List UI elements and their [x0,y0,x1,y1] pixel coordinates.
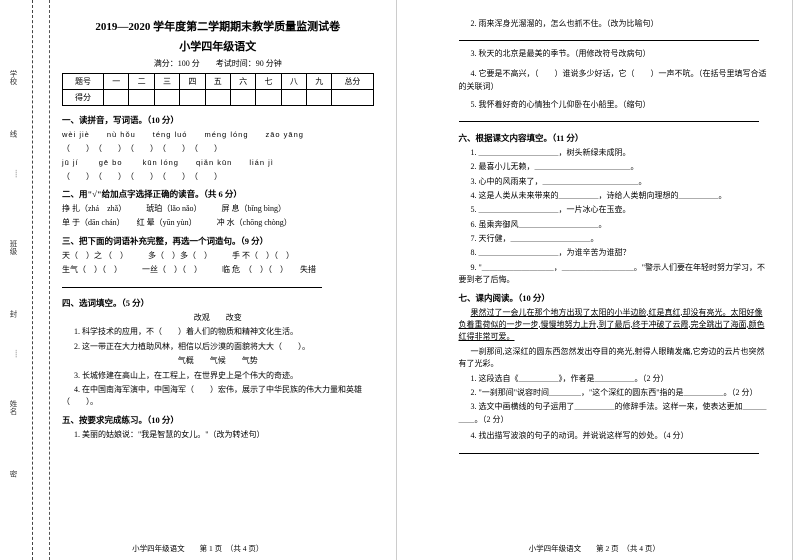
s7-q4: 4. 找出描写波浪的句子的动词。并说说这样写的妙处。（4 分） [459,430,771,442]
section-5-title: 五、按要求完成练习。（10 分） [62,414,374,426]
s4-l2: 2. 这一带正在大力植助风林，相信以后沙漠的面貌将大大（ ）。 [62,341,374,353]
s6-l5: 5. ＿＿＿＿＿＿＿＿＿＿，一片冰心在玉壶。 [459,204,771,216]
s7-q3: 3. 选文中画横线的句子运用了＿＿＿＿＿的修辞手法。这样一来，使表达更加＿＿＿＿… [459,401,771,426]
bind-feng: 封 [8,310,19,318]
binding-margin: 学校 线 ┊ 班级 封 ┊ 姓名 密 [0,0,50,560]
s4-pair1: 改观 改变 [62,312,374,324]
page-left: 学校 线 ┊ 班级 封 ┊ 姓名 密 2019—2020 学年度第二学期期末教学… [0,0,397,560]
s6-l3: 3. 心中的风雨来了，＿＿＿＿＿＿＿＿＿＿＿＿。 [459,176,771,188]
p2-l2: 2. 雨来浑身光溜溜的，怎么也抓不住。（改为比喻句） [459,18,771,30]
section-4-title: 四、选词填空。（5 分） [62,297,374,309]
section-3-title: 三、把下面的词语补充完整，再选一个词造句。（9 分） [62,235,374,247]
score-table: 题号 一 二 三 四 五 六 七 八 九 总分 得分 [62,73,374,106]
s3-line1: 天（ ）之 （ ） 多（ ）多（ ） 手 不（ ）（ ） [62,250,374,262]
s7-passage1: 果然过了一会儿在那个地方出现了太阳的小半边脸,红是真红,却没有亮光。太阳好像负着… [459,307,771,343]
s7-q1: 1. 这段选自《＿＿＿＿＿》，作者是＿＿＿＿＿。（2 分） [459,373,771,385]
pinyin-row-1: wèi jiè nù hǒu téng luó méng lóng zāo yā… [62,129,374,141]
s6-l2: 2. 最喜小儿无赖，＿＿＿＿＿＿＿＿＿＿＿＿。 [459,161,771,173]
s3-line2: 生气（ ）（ ） 一丝（ ）（ ） 临 危 （ ）（ ） 失措 [62,264,374,276]
s7-q2: 2. "一刹那间"说容时间＿＿＿＿，"这个深红的圆东西"指的是＿＿＿＿＿。（2 … [459,387,771,399]
section-6-title: 六、根据课文内容填空。（11 分） [459,132,771,144]
s6-l1: 1. ＿＿＿＿＿＿＿＿＿＿，树头新绿未成阴。 [459,147,771,159]
bind-mi: 密 [8,470,19,478]
bind-class: 班级 [8,240,19,255]
s4-l1: 1. 科学技术的应用，不（ ）着人们的物质和精神文化生活。 [62,326,374,338]
p2-l5: 5. 我怀着好奇的心情独个儿仰卧在小船里。（缩句） [459,99,771,111]
bind-name: 姓名 [8,400,19,415]
s6-l4: 4. 这是人类从未来带来的＿＿＿＿＿，诗给人类朝向理想的＿＿＿＿＿。 [459,190,771,202]
s6-l8: 8. ＿＿＿＿＿＿＿＿＿＿，为谁辛苦为谁甜？ [459,247,771,259]
s2-line2: 单 于（dān chán） 红 晕（yūn yùn） 冲 水（chōng chò… [62,217,374,229]
exam-meta: 满分：100 分 考试时间：90 分钟 [62,58,374,69]
s6-l7: 7. 天行健，＿＿＿＿＿＿＿＿＿＿。 [459,233,771,245]
s2-line1: 挣 扎（zhá zhǎ） 琥珀（lǎo nǎo） 屏 息（bǐng bìng） [62,203,374,215]
p2-l4: 4. 它要是不高兴，（ ）谁说多少好话，它（ ）一声不吭。（在括号里填写合适的关… [459,68,771,93]
pinyin-row-2: jū jí gē bo kūn lóng qiǎn kūn lián jì [62,157,374,169]
blank-row-1: （ ） （ ） （ ） （ ） （ ） [62,143,374,155]
footer-page1: 小学四年级语文 第 1 页 （共 4 页） [0,543,396,554]
p2-l3: 3. 秋天的北京是最美的季节。（用修改符号改病句） [459,48,771,60]
s6-l9: 9. "＿＿＿＿＿＿＿＿＿，＿＿＿＿＿＿＿＿＿。"警示人们要在年轻时努力学习，不… [459,262,771,287]
s4-pair2: 气概 气候 气势 [62,355,374,367]
section-1-title: 一、读拼音，写词语。（10 分） [62,114,374,126]
section-2-title: 二、用"√"给加点字选择正确的读音。（共 6 分） [62,188,374,200]
bind-xian: 线 [8,130,19,138]
s4-l4: 4. 在中国南海军演中，中国海军（ ）宏伟，展示了中华民族的伟大力量和英雄（ ）… [62,384,374,409]
title-line1: 2019—2020 学年度第二学期期末教学质量监测试卷 [62,18,374,34]
s6-l6: 6. 虽乘奔御风＿＿＿＿＿＿＿＿＿＿。 [459,219,771,231]
score-header-row: 题号 一 二 三 四 五 六 七 八 九 总分 [63,74,374,90]
s4-l3: 3. 长城修建在高山上，在工程上，在世界史上是个伟大的奇迹。 [62,370,374,382]
s7-passage2: 一刹那间,这深红的圆东西忽然发出夺目的亮光,射得人眼睛发痛,它旁边的云片也突然有… [459,346,771,370]
footer-page2: 小学四年级语文 第 2 页 （共 4 页） [397,543,793,554]
title-line2: 小学四年级语文 [62,38,374,54]
page-right: 2. 雨来浑身光溜溜的，怎么也抓不住。（改为比喻句） 3. 秋天的北京是最美的季… [397,0,793,560]
bind-school: 学校 [8,70,19,85]
s5-l1: 1. 美丽的姑娘说："我是智慧的女儿。"（改为转述句） [62,429,374,441]
score-value-row: 得分 [63,90,374,106]
blank-row-2: （ ） （ ） （ ） （ ） （ ） [62,171,374,183]
section-7-title: 七、课内阅读。（10 分） [459,292,771,304]
